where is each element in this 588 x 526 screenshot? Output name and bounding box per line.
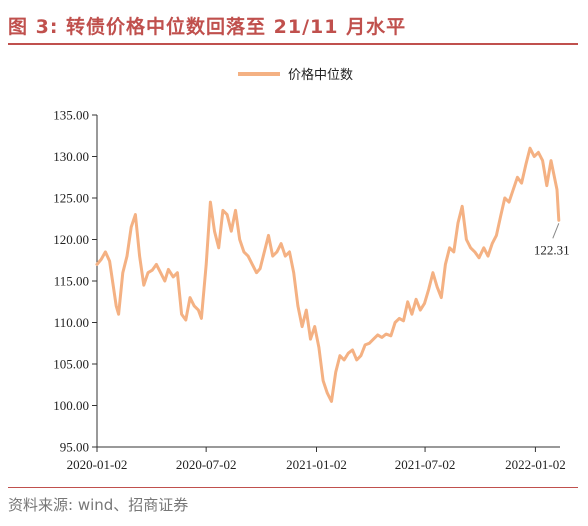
x-tick-label: 2021-07-02 xyxy=(395,457,456,472)
y-tick-label: 115.00 xyxy=(54,274,89,289)
annotation-leader xyxy=(552,223,560,239)
legend-label: 价格中位数 xyxy=(288,67,353,83)
plot-area xyxy=(95,146,561,403)
x-tick-label: 2022-01-02 xyxy=(505,457,566,472)
y-axis-ticks: 95.00 100.00 105.00 110.00 115.00 120.00 125.0… xyxy=(53,108,97,455)
y-tick-label: 130.00 xyxy=(53,149,89,164)
x-tick-label: 2021-01-02 xyxy=(286,457,347,472)
y-tick-label: 120.00 xyxy=(53,232,89,247)
x-axis-ticks: 2020-01-02 2020-07-02 2021-01-02 2021-07-02… xyxy=(67,447,566,472)
line-chart: 价格中位数 2020-01-02 2020-07-02 2021-01-02 2021… xyxy=(53,67,570,472)
source-note: 资料来源: wind、招商证券 xyxy=(8,496,189,514)
source-divider xyxy=(8,487,578,488)
y-tick-label: 110.00 xyxy=(54,315,89,330)
y-tick-label: 135.00 xyxy=(53,108,89,123)
title-divider xyxy=(8,43,578,45)
figure-title: 图 3: 转债价格中位数回落至 21/11 月水平 xyxy=(8,16,407,38)
y-tick-label: 95.00 xyxy=(60,440,89,455)
annotation-label: 122.31 xyxy=(534,242,570,257)
y-tick-label: 100.00 xyxy=(53,398,89,413)
legend: 价格中位数 xyxy=(238,67,353,83)
annotations: 122.31 xyxy=(534,223,570,257)
y-tick-label: 125.00 xyxy=(53,191,89,206)
x-tick-label: 2020-01-02 xyxy=(67,457,128,472)
x-tick-label: 2020-07-02 xyxy=(176,457,237,472)
series-line xyxy=(95,146,561,403)
y-tick-label: 105.00 xyxy=(53,357,89,372)
